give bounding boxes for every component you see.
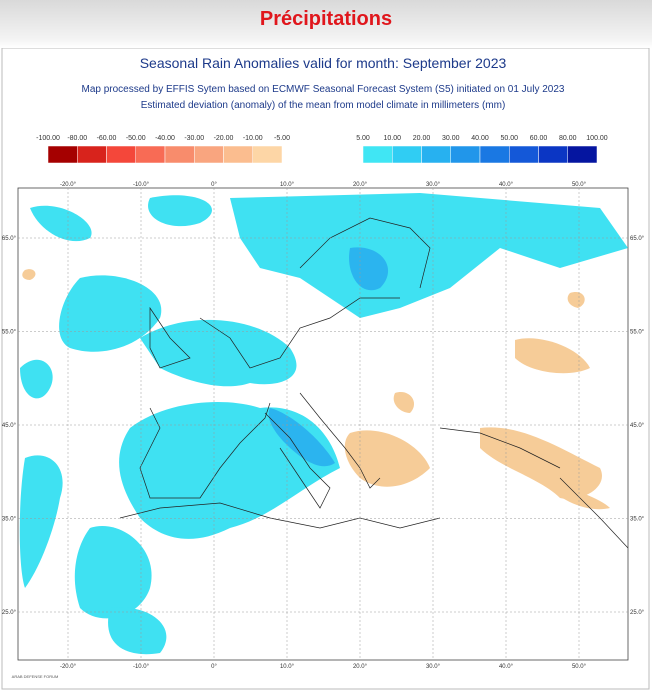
legend-swatch [538,145,568,164]
legend-label: -40.00 [155,135,175,142]
lon-label: 0° [211,664,217,670]
legend-label: 50.00 [500,135,518,142]
map-area: -20.0° -20.0° -10.0° -10.0° 0° 0° 10.0° 10.0° 20… [2,182,645,670]
legend-swatch [135,145,166,164]
lon-label: 40.0° [499,664,514,670]
legend-swatch [509,145,539,164]
legend-label: 5.00 [356,135,370,142]
coastline [119,217,628,549]
legend-swatch [164,145,195,164]
legend-label: -20.00 [214,135,234,142]
map-panel: Seasonal Rain Anomalies valid for month:… [1,48,650,690]
lat-label: 55.0° [630,330,645,336]
lon-label: 10.0° [280,664,295,670]
positive-anomaly-strong [268,247,389,467]
lon-label: 40.0° [499,182,514,188]
lat-label: 35.0° [630,517,645,523]
legend-label: -10.00 [243,135,263,142]
lon-label: 0° [211,182,217,188]
lat-label: 65.0° [630,236,645,242]
legend-swatch [567,145,598,164]
legend-label: 60.00 [530,135,548,142]
lon-label: 30.0° [426,182,441,188]
negative-anomaly [22,269,610,510]
legend-label: 10.00 [383,135,401,142]
watermark: ARAB DEFENSE FORUM [12,674,59,679]
legend-swatch [252,145,283,164]
legend-label: 40.00 [471,135,489,142]
lon-label: 30.0° [426,664,441,670]
legend-swatch [450,145,481,164]
tick-labels: -20.0° -20.0° -10.0° -10.0° 0° 0° 10.0° 10.0° 20… [2,182,645,670]
lon-label: -20.0° [60,182,77,188]
lon-label: 50.0° [572,664,587,670]
lat-label: 45.0° [630,423,645,429]
lon-label: 20.0° [353,664,368,670]
lon-label: 50.0° [572,182,587,188]
legend-label: -30.00 [184,135,204,142]
lat-label: 45.0° [2,423,17,429]
lat-label: 65.0° [2,236,17,242]
map-subtitle: Estimated deviation (anomaly) of the mea… [141,100,506,111]
legend-swatch [362,145,393,164]
legend-swatch [194,145,224,164]
lat-label: 55.0° [2,330,17,336]
map-title: Seasonal Rain Anomalies valid for month:… [140,55,507,71]
legend-swatch [47,145,78,164]
legend-label: -50.00 [126,135,146,142]
graticule [18,188,628,660]
legend-swatch [392,145,422,164]
lon-label: 20.0° [353,182,368,188]
header-title: Précipitations [259,8,393,30]
lat-label: 25.0° [630,610,645,616]
legend-swatch [223,145,253,164]
legend: -100.00 -80.00 -60.00 -50.00 -40.00 -30.00 -20… [36,135,608,164]
legend-label: 80.00 [559,135,577,142]
lon-label: -10.0° [133,182,150,188]
legend-label: -100.00 [36,135,60,142]
lon-label: 10.0° [280,182,295,188]
legend-swatch [421,145,451,164]
legend-label: -80.00 [67,135,87,142]
map-subtitle: Map processed by EFFIS Sytem based on EC… [82,84,565,95]
legend-label: 30.00 [442,135,460,142]
legend-swatch [106,145,136,164]
legend-swatch [479,145,510,164]
lon-label: -20.0° [60,664,77,670]
legend-label: 100.00 [586,135,608,142]
legend-label: -60.00 [97,135,117,142]
lat-label: 35.0° [2,517,17,523]
legend-label: -5.00 [274,135,290,142]
lat-label: 25.0° [2,610,17,616]
legend-swatch [77,145,107,164]
lon-label: -10.0° [133,664,150,670]
legend-label: 20.00 [413,135,431,142]
